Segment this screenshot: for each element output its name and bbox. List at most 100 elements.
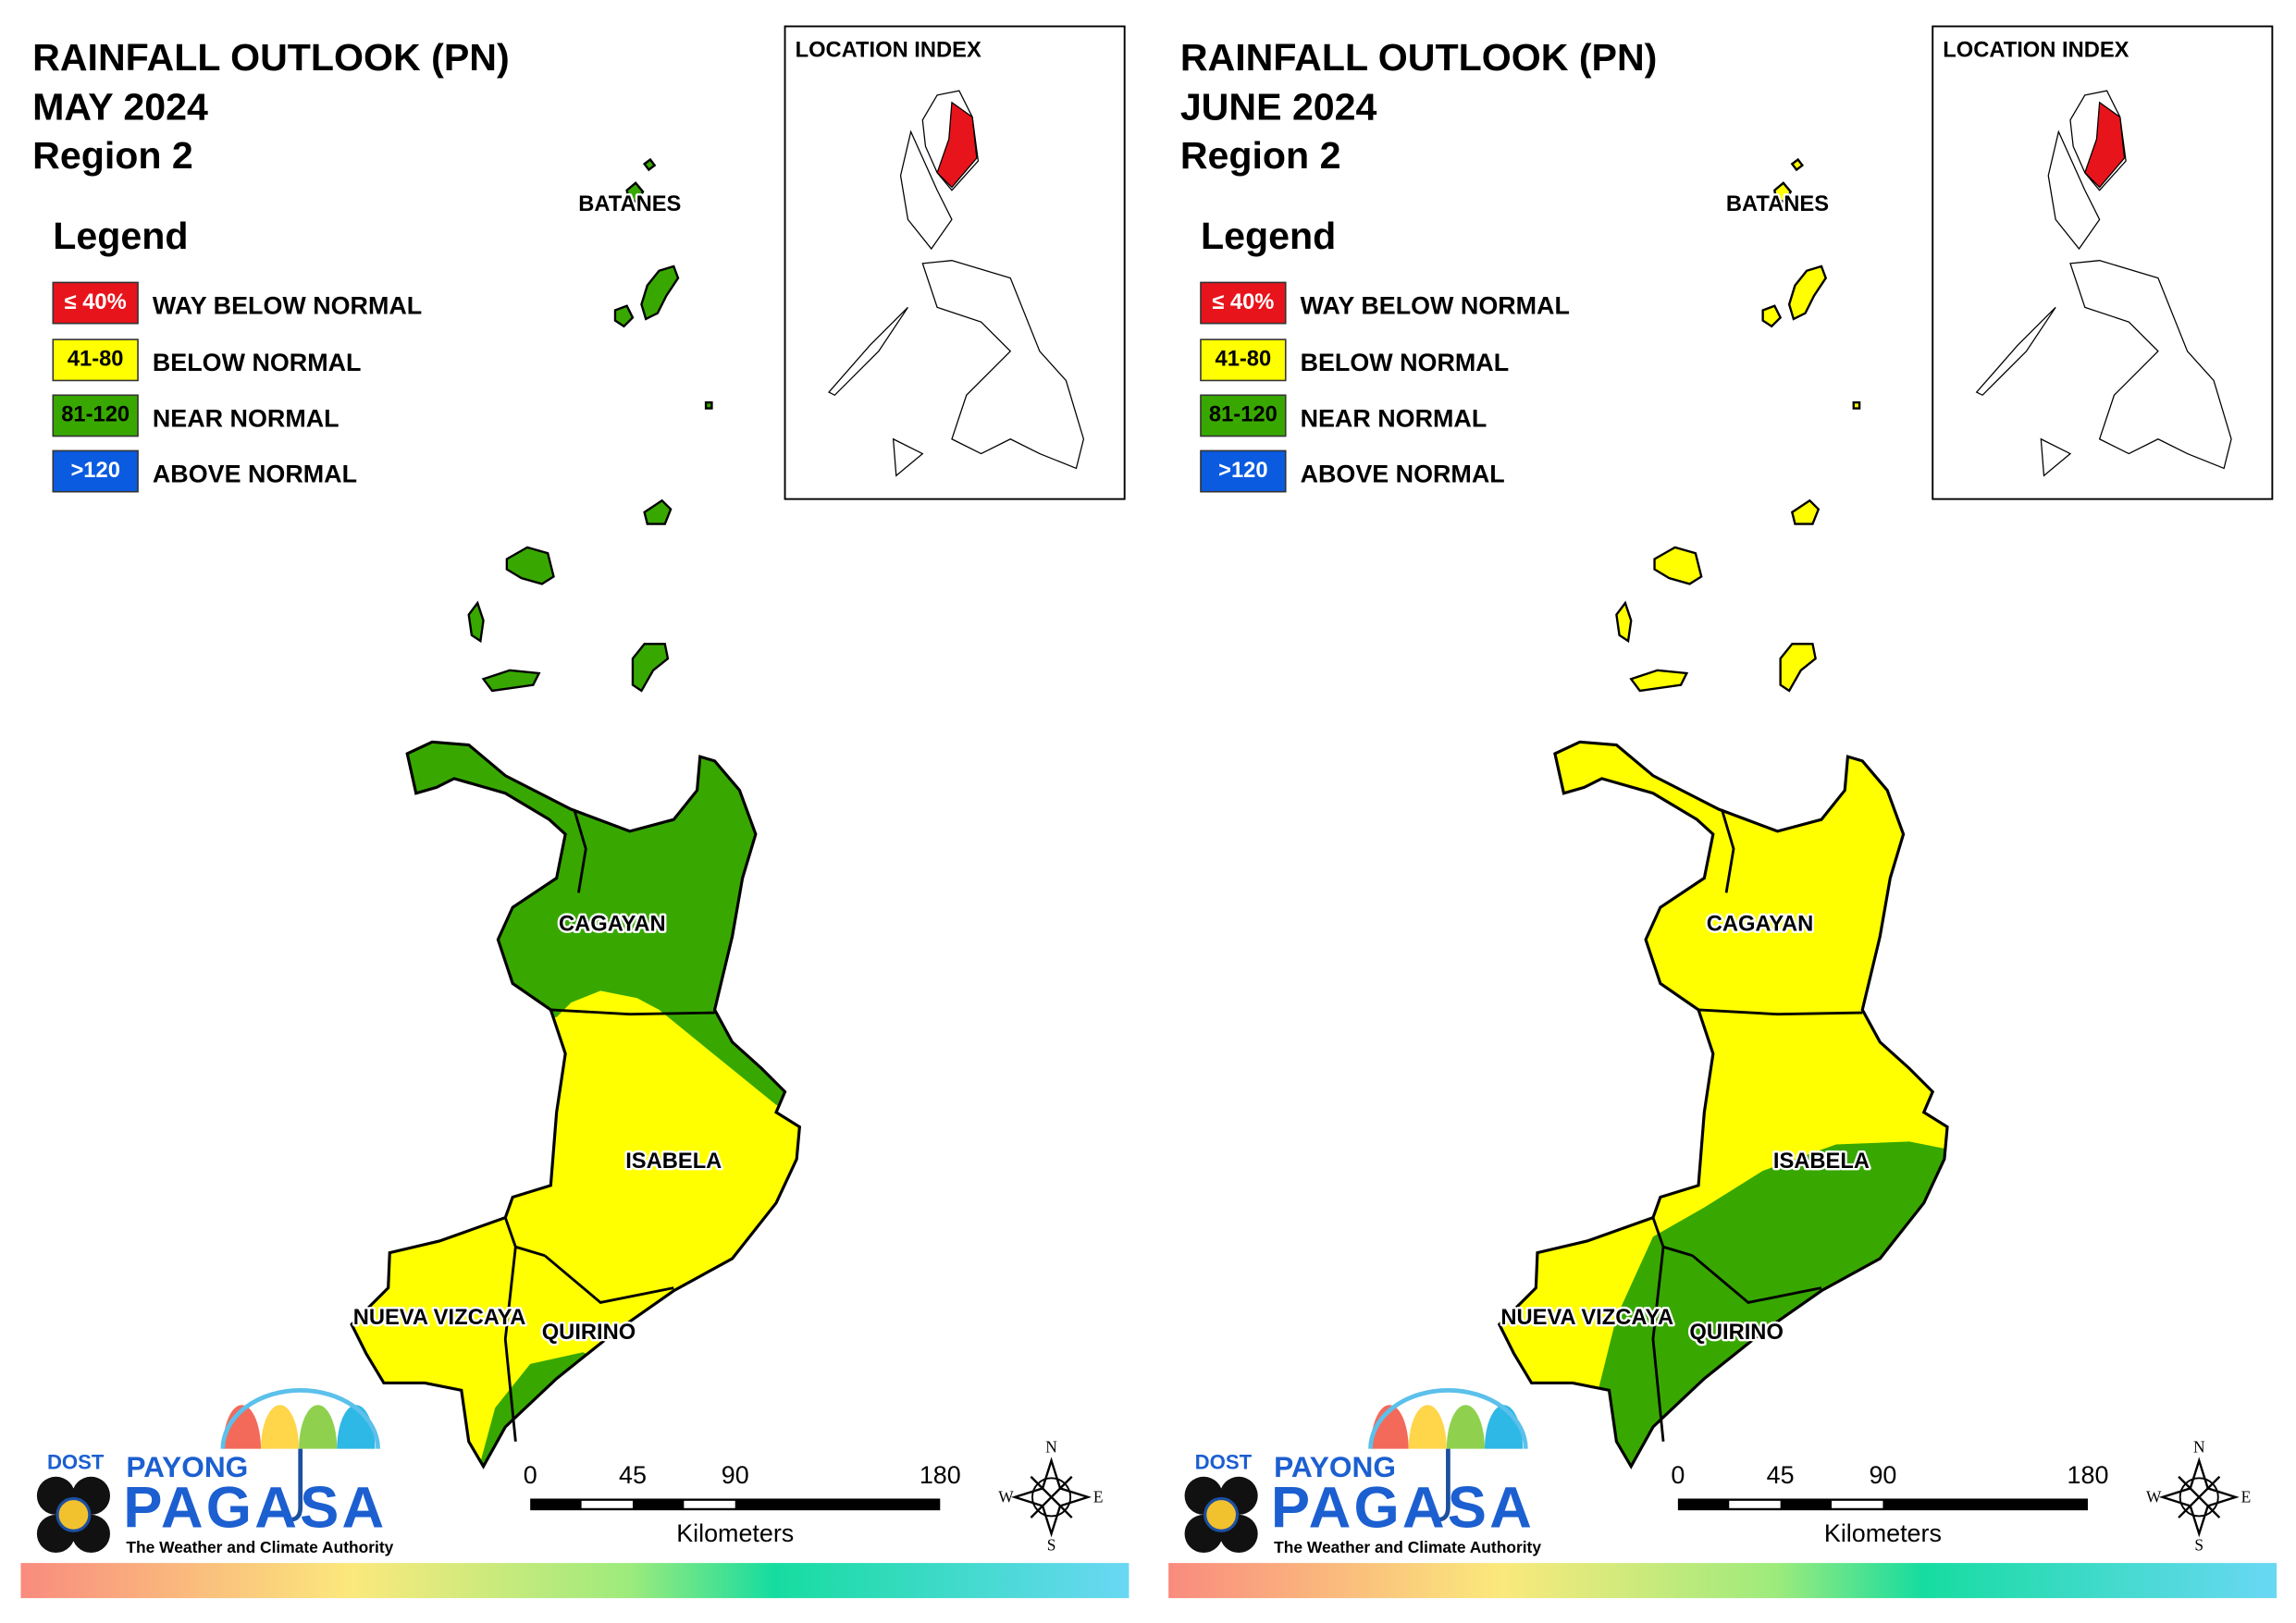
- legend-label: NEAR NORMAL: [1301, 404, 1487, 432]
- scale-segment: [1832, 1500, 1883, 1508]
- logo-name-top: PAYONG: [1274, 1450, 1396, 1483]
- compass-letter: W: [998, 1487, 1014, 1506]
- scale-unit: Kilometers: [1824, 1519, 1942, 1547]
- color-band: [1168, 1563, 2277, 1599]
- location-index-title: LOCATION INDEX: [796, 39, 981, 63]
- island: [1790, 498, 1821, 525]
- scale-tick-label: 45: [619, 1461, 647, 1489]
- logo-seal: [1204, 1496, 1240, 1532]
- island: [613, 304, 635, 328]
- island: [704, 401, 713, 410]
- legend-title: Legend: [53, 215, 188, 257]
- compass-letter: W: [2146, 1487, 2162, 1506]
- map-title: RAINFALL OUTLOOK (PN): [32, 36, 510, 79]
- legend-title: Legend: [1201, 215, 1336, 257]
- province-label: CAGAYAN: [559, 912, 666, 936]
- island: [625, 181, 645, 203]
- scale-tick-label: 90: [722, 1461, 749, 1489]
- umbrella-panel: [222, 1405, 262, 1449]
- compass-letter: E: [1093, 1487, 1104, 1506]
- map-title: RAINFALL OUTLOOK (PN): [1180, 36, 1658, 79]
- scale-tick-label: 0: [1671, 1461, 1685, 1489]
- scale-tick-label: 180: [920, 1461, 961, 1489]
- island: [1653, 546, 1703, 585]
- legend-label: WAY BELOW NORMAL: [1301, 291, 1570, 319]
- legend-label: BELOW NORMAL: [1301, 349, 1510, 376]
- province-boundary: [1651, 808, 1863, 1442]
- map-region: Region 2: [32, 134, 193, 177]
- island: [631, 643, 670, 693]
- logo-name-top: PAYONG: [126, 1450, 248, 1483]
- legend-label: NEAR NORMAL: [153, 404, 339, 432]
- philippines-outline: [827, 90, 1085, 477]
- island: [1852, 401, 1861, 410]
- legend-swatch: [52, 449, 139, 493]
- umbrella-panel: [299, 1405, 338, 1449]
- province-label: QUIRINO: [1689, 1321, 1783, 1345]
- scale-tick-label: 0: [524, 1461, 537, 1489]
- region-highlight: [936, 101, 978, 189]
- island: [1787, 264, 1828, 321]
- scale-unit: Kilometers: [676, 1519, 794, 1547]
- legend-swatch: [52, 394, 139, 437]
- province-label: NUEVA VIZCAYA: [353, 1306, 526, 1330]
- logo-tagline: The Weather and Climate Authority: [126, 1538, 393, 1556]
- island: [1779, 643, 1817, 693]
- legend-swatch: [1200, 394, 1287, 437]
- island: [1629, 669, 1689, 693]
- island: [643, 498, 673, 525]
- compass-letter: N: [2193, 1438, 2205, 1457]
- map-month: MAY 2024: [32, 86, 208, 129]
- logo-tagline: The Weather and Climate Authority: [1274, 1538, 1541, 1556]
- legend-range: 81-120: [61, 403, 130, 427]
- umbrella-top: [1368, 1388, 1528, 1449]
- province-label: BATANES: [1726, 192, 1829, 216]
- legend-range: ≤ 40%: [65, 290, 127, 314]
- legend-label: WAY BELOW NORMAL: [153, 291, 422, 319]
- legend-swatch: [52, 281, 139, 325]
- legend-swatch: [1200, 449, 1287, 493]
- legend-swatch: [1200, 281, 1287, 325]
- legend-range: 41-80: [68, 348, 124, 372]
- province-boundary: [503, 808, 715, 1442]
- island: [1773, 181, 1793, 203]
- umbrella-handle: [1433, 1448, 1450, 1522]
- color-band: [20, 1563, 1129, 1599]
- province-label: CAGAYAN: [1707, 912, 1814, 936]
- legend-range: 81-120: [1209, 403, 1278, 427]
- legend-label: BELOW NORMAL: [153, 349, 362, 376]
- legend-label: ABOVE NORMAL: [153, 460, 357, 487]
- umbrella-panel: [1370, 1405, 1409, 1449]
- legend-label: ABOVE NORMAL: [1301, 460, 1505, 487]
- island: [642, 157, 657, 172]
- umbrella-panel: [1408, 1405, 1447, 1449]
- province-label: QUIRINO: [542, 1321, 636, 1345]
- province-label: NUEVA VIZCAYA: [1500, 1306, 1673, 1330]
- legend-range: >120: [1218, 459, 1267, 483]
- region-base: [1499, 742, 1948, 1467]
- legend-swatch: [1200, 338, 1287, 382]
- compass-letter: S: [1047, 1536, 1056, 1555]
- province-label: ISABELA: [1773, 1150, 1870, 1174]
- province-label: ISABELA: [625, 1150, 722, 1174]
- island: [1761, 304, 1783, 328]
- island: [1615, 600, 1633, 644]
- compass-ring: [1031, 1477, 1072, 1518]
- legend-range: ≤ 40%: [1212, 290, 1274, 314]
- scale-tick-label: 45: [1767, 1461, 1795, 1489]
- umbrella-panel: [261, 1405, 300, 1449]
- umbrella-top: [220, 1388, 380, 1449]
- location-index-title: LOCATION INDEX: [1943, 39, 2129, 63]
- region-outline: [350, 740, 802, 1469]
- compass-ring: [2179, 1477, 2219, 1518]
- scale-tick-label: 90: [1869, 1461, 1896, 1489]
- island: [481, 669, 541, 693]
- scale-tick-label: 180: [2068, 1461, 2109, 1489]
- island: [505, 546, 555, 585]
- logo-seal: [56, 1496, 92, 1532]
- legend-range: >120: [70, 459, 119, 483]
- province-label: BATANES: [578, 192, 681, 216]
- philippines-outline: [1975, 90, 2232, 477]
